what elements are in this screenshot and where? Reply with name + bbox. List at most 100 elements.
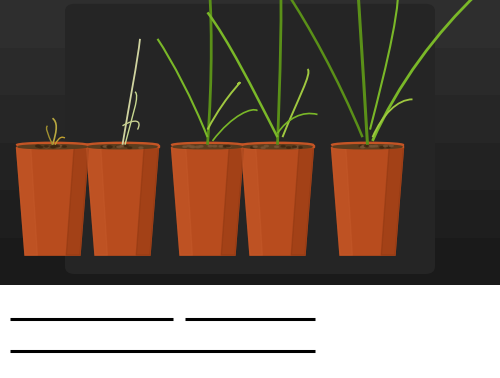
Ellipse shape xyxy=(187,145,191,147)
Ellipse shape xyxy=(172,143,244,147)
Ellipse shape xyxy=(226,146,230,147)
Ellipse shape xyxy=(56,146,60,148)
Bar xyxy=(0,238,500,285)
Ellipse shape xyxy=(360,146,364,148)
Polygon shape xyxy=(172,145,244,147)
Ellipse shape xyxy=(366,145,370,147)
Ellipse shape xyxy=(333,145,402,149)
Ellipse shape xyxy=(224,146,228,147)
Polygon shape xyxy=(291,147,314,255)
Ellipse shape xyxy=(242,143,314,147)
Ellipse shape xyxy=(389,145,393,147)
Ellipse shape xyxy=(51,146,55,147)
Ellipse shape xyxy=(292,146,296,147)
Polygon shape xyxy=(172,147,244,255)
Ellipse shape xyxy=(362,145,366,147)
Bar xyxy=(0,143,500,190)
Ellipse shape xyxy=(101,146,105,147)
Polygon shape xyxy=(16,145,88,147)
Bar xyxy=(0,95,500,143)
Ellipse shape xyxy=(208,145,212,147)
Text: ics: ics xyxy=(168,358,192,376)
Ellipse shape xyxy=(44,146,48,147)
Polygon shape xyxy=(136,147,158,255)
Ellipse shape xyxy=(108,146,112,147)
Polygon shape xyxy=(242,147,314,255)
Ellipse shape xyxy=(107,147,111,148)
Ellipse shape xyxy=(107,146,111,147)
Ellipse shape xyxy=(54,146,58,147)
Ellipse shape xyxy=(359,145,363,147)
Ellipse shape xyxy=(250,147,254,148)
Ellipse shape xyxy=(190,146,194,147)
Ellipse shape xyxy=(183,146,187,147)
Ellipse shape xyxy=(44,146,48,148)
Ellipse shape xyxy=(88,145,157,149)
Polygon shape xyxy=(221,147,244,255)
Polygon shape xyxy=(66,147,88,255)
Ellipse shape xyxy=(51,146,55,148)
Ellipse shape xyxy=(86,143,158,147)
Ellipse shape xyxy=(62,146,66,147)
Polygon shape xyxy=(86,147,108,255)
Ellipse shape xyxy=(298,147,302,148)
Ellipse shape xyxy=(117,146,121,148)
Ellipse shape xyxy=(261,147,265,149)
Ellipse shape xyxy=(124,145,128,147)
Ellipse shape xyxy=(386,146,390,148)
Ellipse shape xyxy=(58,145,62,147)
Ellipse shape xyxy=(253,146,257,147)
Ellipse shape xyxy=(191,146,195,148)
Polygon shape xyxy=(332,147,404,255)
Ellipse shape xyxy=(56,146,60,147)
Polygon shape xyxy=(86,145,158,147)
Ellipse shape xyxy=(384,145,388,147)
Bar xyxy=(0,0,500,48)
Ellipse shape xyxy=(139,147,143,149)
Ellipse shape xyxy=(370,146,374,147)
Polygon shape xyxy=(16,147,38,255)
Ellipse shape xyxy=(264,145,268,147)
Ellipse shape xyxy=(36,145,40,147)
Ellipse shape xyxy=(16,143,88,147)
Bar xyxy=(0,285,500,378)
Polygon shape xyxy=(242,145,314,147)
Ellipse shape xyxy=(364,145,368,147)
Ellipse shape xyxy=(281,146,285,147)
Ellipse shape xyxy=(332,143,404,147)
Ellipse shape xyxy=(213,146,217,147)
Ellipse shape xyxy=(243,145,312,149)
Ellipse shape xyxy=(196,146,200,148)
Ellipse shape xyxy=(102,146,106,148)
Ellipse shape xyxy=(18,145,87,149)
Bar xyxy=(0,48,500,95)
Ellipse shape xyxy=(116,146,120,147)
Ellipse shape xyxy=(294,147,298,149)
Ellipse shape xyxy=(120,145,124,147)
Polygon shape xyxy=(242,147,262,255)
Ellipse shape xyxy=(380,147,384,148)
Ellipse shape xyxy=(274,146,278,147)
Ellipse shape xyxy=(226,146,230,147)
Bar xyxy=(0,190,500,238)
Ellipse shape xyxy=(199,146,203,147)
Ellipse shape xyxy=(219,146,223,147)
Ellipse shape xyxy=(103,146,107,147)
Text: WT: WT xyxy=(366,325,394,344)
Ellipse shape xyxy=(286,147,290,148)
Ellipse shape xyxy=(38,146,42,148)
Ellipse shape xyxy=(295,147,299,148)
Ellipse shape xyxy=(173,145,242,149)
Polygon shape xyxy=(332,145,404,147)
Text: NA: NA xyxy=(226,325,250,344)
Polygon shape xyxy=(172,147,192,255)
Polygon shape xyxy=(16,147,88,255)
Text: Buffer: Buffer xyxy=(62,325,113,344)
Polygon shape xyxy=(86,147,158,255)
Ellipse shape xyxy=(36,146,40,147)
Polygon shape xyxy=(382,147,404,255)
Ellipse shape xyxy=(295,146,299,147)
Polygon shape xyxy=(332,147,352,255)
FancyBboxPatch shape xyxy=(65,4,435,274)
Ellipse shape xyxy=(368,145,372,147)
